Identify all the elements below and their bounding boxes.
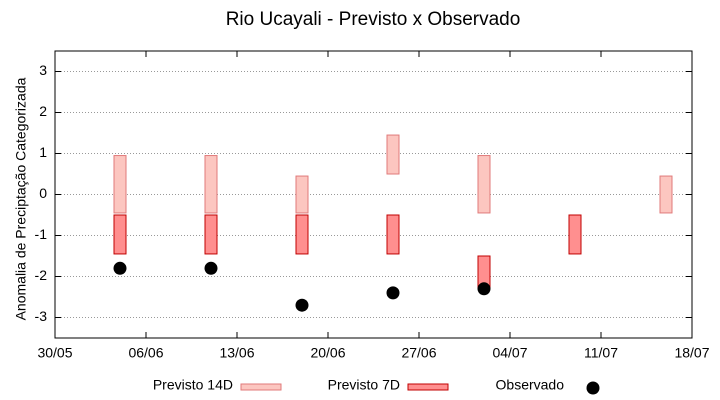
observed-point bbox=[295, 298, 309, 312]
range-bar bbox=[568, 214, 582, 255]
legend-swatch bbox=[240, 383, 282, 391]
y-axis-label: Anomalia de Preciptação Categorizada bbox=[13, 77, 29, 320]
x-tick-label: 30/05 bbox=[37, 345, 72, 361]
range-bar bbox=[659, 175, 673, 214]
x-tick-label: 27/06 bbox=[401, 345, 436, 361]
y-tick-label: 1 bbox=[39, 144, 47, 160]
range-bar bbox=[295, 175, 309, 214]
range-bar bbox=[386, 214, 400, 255]
y-tick-label: -1 bbox=[35, 226, 48, 242]
range-bar bbox=[204, 155, 218, 214]
observed-point bbox=[477, 282, 491, 296]
y-tick-label: 2 bbox=[39, 103, 47, 119]
y-tick-label: 0 bbox=[39, 185, 47, 201]
x-tick-label: 04/07 bbox=[492, 345, 527, 361]
observed-point bbox=[386, 286, 400, 300]
range-bar bbox=[477, 155, 491, 214]
range-bar bbox=[204, 214, 218, 255]
legend-label: Previsto 14D bbox=[153, 377, 233, 393]
x-tick-label: 06/06 bbox=[128, 345, 163, 361]
chart-title: Rio Ucayali - Previsto x Observado bbox=[226, 9, 521, 30]
y-tick-label: 3 bbox=[39, 62, 47, 78]
x-tick-label: 18/07 bbox=[674, 345, 709, 361]
legend-label: Previsto 7D bbox=[328, 377, 400, 393]
plot-frame bbox=[54, 50, 693, 339]
legend-swatch bbox=[586, 381, 600, 395]
y-tick-label: -3 bbox=[35, 308, 48, 324]
range-bar bbox=[295, 214, 309, 255]
x-tick-label: 11/07 bbox=[584, 345, 618, 361]
legend-label: Observado bbox=[496, 377, 565, 393]
y-tick-label: -2 bbox=[35, 267, 48, 283]
range-bar bbox=[386, 134, 400, 175]
observed-point bbox=[204, 261, 218, 275]
x-tick-label: 13/06 bbox=[219, 345, 254, 361]
range-bar bbox=[113, 155, 127, 214]
legend-swatch bbox=[407, 383, 449, 391]
range-bar bbox=[113, 214, 127, 255]
x-tick-label: 20/06 bbox=[310, 345, 345, 361]
observed-point bbox=[113, 261, 127, 275]
